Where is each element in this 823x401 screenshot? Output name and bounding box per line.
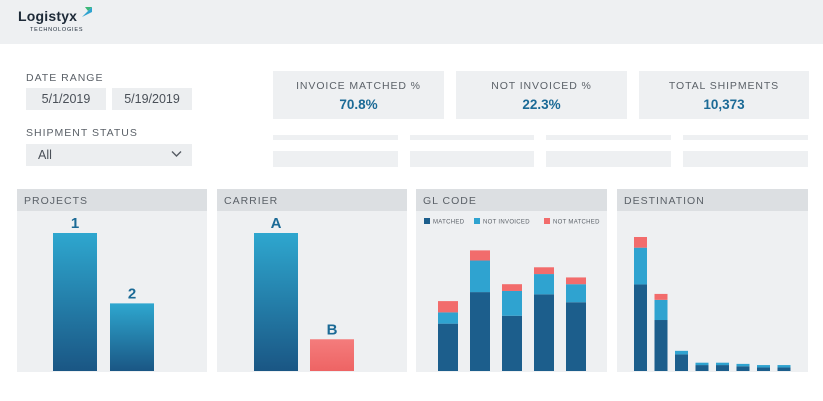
- bar-segment: [438, 312, 458, 324]
- bar-segment: [777, 365, 791, 368]
- bar-segment: [716, 365, 729, 371]
- bar-segment: [566, 284, 586, 303]
- placeholder-block: [273, 151, 398, 167]
- shipment-status-label: SHIPMENT STATUS: [26, 127, 138, 139]
- placeholder-block: [410, 151, 534, 167]
- placeholder-tab: [683, 21, 808, 44]
- panel-header: PROJECTS: [17, 189, 207, 211]
- bar-segment: [534, 274, 554, 295]
- bar-segment: [736, 366, 750, 371]
- kpi-value: 70.8%: [339, 97, 378, 112]
- placeholder-bar: [410, 135, 534, 140]
- bar-segment: [502, 315, 522, 371]
- logistyx-logo[interactable]: Logistyx TECHNOLOGIES: [18, 6, 108, 38]
- panel-title: GL CODE: [423, 195, 477, 207]
- placeholder-tab: [273, 21, 398, 44]
- bar-segment: [777, 367, 791, 371]
- panel-title: PROJECTS: [24, 195, 89, 207]
- logo-arrow-icon: [82, 7, 92, 17]
- bar-segment: [757, 367, 770, 371]
- kpi-value: 22.3%: [522, 97, 561, 112]
- bar-segment: [736, 363, 750, 367]
- destination-chart: [634, 237, 791, 371]
- bar-segment: [654, 299, 668, 321]
- kpi-label: NOT INVOICED %: [491, 80, 592, 92]
- kpi-invoice-matched[interactable]: INVOICE MATCHED % 70.8%: [273, 71, 444, 119]
- bar-label: B: [327, 321, 338, 338]
- bar: [254, 233, 298, 371]
- bar-segment: [438, 301, 458, 313]
- bar-segment: [534, 294, 554, 371]
- panel-title: CARRIER: [224, 195, 279, 207]
- brand-name: Logistyx: [18, 8, 78, 24]
- bar-segment: [470, 250, 490, 261]
- bar: [310, 339, 354, 371]
- bar-segment: [566, 277, 586, 285]
- placeholder-bar: [683, 135, 808, 140]
- bar-segment: [654, 320, 668, 371]
- panel-header: GL CODE: [416, 189, 607, 211]
- bar-segment: [534, 267, 554, 275]
- shipment-status-select[interactable]: All: [26, 144, 192, 166]
- placeholder-bar: [546, 135, 671, 140]
- legend-swatch: [474, 218, 480, 224]
- placeholder-block: [546, 151, 671, 167]
- kpi-total-shipments[interactable]: TOTAL SHIPMENTS 10,373: [639, 71, 809, 119]
- bar-segment: [716, 362, 729, 366]
- bar-segment: [634, 247, 647, 285]
- bar-label: 1: [71, 215, 79, 232]
- gl-code-chart: MATCHED NOT INVOICED NOT MATCHED: [424, 218, 600, 371]
- bar: [110, 303, 154, 371]
- bar-segment: [566, 302, 586, 371]
- projects-chart: 12: [53, 215, 154, 371]
- bar-segment: [438, 323, 458, 371]
- date-range-label: DATE RANGE: [26, 72, 104, 84]
- legend-label: NOT MATCHED: [553, 220, 600, 226]
- placeholder-bar: [273, 135, 398, 140]
- bar-segment: [470, 260, 490, 293]
- bar-segment: [757, 365, 770, 368]
- bar-segment: [675, 354, 688, 371]
- bar-label: 2: [128, 285, 136, 302]
- legend-swatch: [424, 218, 430, 224]
- bar-segment: [502, 284, 522, 291]
- placeholder-tab: [546, 21, 671, 44]
- bar-label: A: [271, 215, 282, 232]
- bar-segment: [502, 290, 522, 316]
- kpi-label: TOTAL SHIPMENTS: [668, 80, 780, 92]
- kpi-not-invoiced[interactable]: NOT INVOICED % 22.3%: [456, 71, 627, 119]
- chevron-down-icon: [171, 151, 182, 157]
- bar: [53, 233, 97, 371]
- kpi-label: INVOICE MATCHED %: [296, 80, 421, 92]
- legend-label: MATCHED: [433, 220, 465, 226]
- legend-swatch: [544, 218, 550, 224]
- panel-header: DESTINATION: [617, 189, 808, 211]
- start-date-input[interactable]: 5/1/2019: [26, 88, 106, 110]
- gl-code-panel: GL CODE MATCHED NOT INVOICED NOT MATCHED: [416, 189, 607, 372]
- placeholder-tab: [410, 21, 534, 44]
- bar-segment: [675, 350, 688, 355]
- bar-segment: [634, 237, 647, 248]
- bar-segment: [634, 284, 647, 371]
- panel-title: DESTINATION: [624, 195, 705, 207]
- panel-header: CARRIER: [217, 189, 407, 211]
- legend-label: NOT INVOICED: [483, 220, 530, 226]
- carrier-chart: AB: [254, 215, 354, 371]
- placeholder-block: [683, 151, 808, 167]
- kpi-value: 10,373: [703, 97, 745, 112]
- end-date-input[interactable]: 5/19/2019: [112, 88, 192, 110]
- bar-segment: [470, 292, 490, 371]
- destination-panel: DESTINATION: [617, 189, 808, 372]
- brand-subtitle: TECHNOLOGIES: [30, 27, 84, 33]
- bar-segment: [695, 362, 709, 366]
- bar-segment: [695, 365, 709, 371]
- shipment-status-value: All: [38, 148, 52, 162]
- bar-segment: [654, 293, 668, 300]
